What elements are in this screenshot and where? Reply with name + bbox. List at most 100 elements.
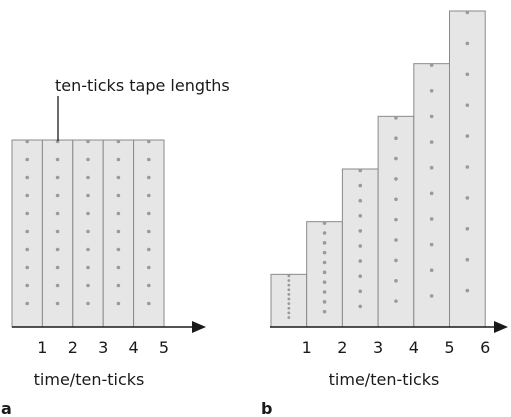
tape-dot <box>465 288 470 293</box>
tape-dot <box>25 265 30 270</box>
tape-dot <box>465 72 470 77</box>
tape-dot <box>55 211 60 216</box>
tape-dot <box>116 175 121 180</box>
tape-dot <box>287 283 291 287</box>
tape-dot <box>287 306 291 310</box>
tape-dot <box>429 114 434 119</box>
tape-bar-a-3 <box>72 139 104 328</box>
tape-dot <box>394 177 398 181</box>
tape-dot <box>322 241 327 245</box>
tape-dot <box>465 227 470 231</box>
tick-label-a-3: 3 <box>98 338 108 357</box>
tape-dot <box>465 165 470 169</box>
tape-bar-a-5 <box>133 139 165 328</box>
tape-dot <box>55 283 60 288</box>
tape-dot <box>358 198 363 203</box>
tape-dot <box>55 157 60 162</box>
tape-dot <box>25 193 30 198</box>
tape-dot <box>394 136 398 140</box>
tape-dot <box>116 139 121 144</box>
panel-a-chart: 1 2 3 4 5 time/ten-ticks a ten-ticks tape le… <box>1 76 230 417</box>
tick-label-b-1: 1 <box>302 338 312 357</box>
tape-dot <box>25 247 30 252</box>
panel-b-axis-arrow <box>494 321 508 333</box>
tape-dot <box>358 289 363 294</box>
tick-label-a-1: 1 <box>37 338 47 357</box>
tape-dot <box>287 316 291 319</box>
tape-dot <box>147 193 151 198</box>
tick-label-a-2: 2 <box>68 338 78 357</box>
tape-dot <box>86 247 90 252</box>
tape-dot <box>465 103 470 107</box>
panel-b-chart: 1 2 3 4 5 6 time/ten-ticks b <box>261 10 508 417</box>
tape-dot <box>55 175 60 180</box>
tape-bar-a-4 <box>102 139 135 328</box>
tape-bar-b-6 <box>449 10 486 328</box>
tape-dot <box>116 157 121 162</box>
tape-dot <box>116 193 121 198</box>
tape-dot <box>25 211 30 216</box>
tape-dot <box>322 270 327 275</box>
tape-dot <box>287 288 291 292</box>
tape-dot <box>322 290 327 294</box>
tape-dot <box>287 292 291 296</box>
panel-b-label: b <box>261 399 272 417</box>
tape-dot <box>86 139 90 144</box>
tape-dot <box>429 242 434 247</box>
tape-dot <box>394 238 398 242</box>
panel-a-label: a <box>1 399 12 417</box>
tape-bar-b-1 <box>270 273 308 328</box>
tape-dot <box>429 268 434 273</box>
tape-dot <box>465 196 470 200</box>
tape-dot <box>394 197 398 202</box>
tape-dot <box>358 214 363 218</box>
tape-dot <box>147 265 151 270</box>
tape-dot <box>147 247 151 252</box>
tape-dot <box>25 157 30 162</box>
tape-dot <box>287 297 291 301</box>
tape-dot <box>55 247 60 252</box>
tape-bar-a-2 <box>41 139 74 328</box>
tape-dot <box>429 217 434 221</box>
tape-dot <box>116 229 121 234</box>
tape-dot <box>322 221 327 225</box>
panel-a-axis-arrow <box>192 321 206 333</box>
tape-dot <box>116 265 121 270</box>
annotation-ten-ticks-tape-lengths: ten-ticks tape lengths <box>55 76 230 95</box>
tape-dot <box>394 217 398 222</box>
tape-dot <box>429 89 434 93</box>
tape-dot <box>147 283 151 288</box>
panel-b-tapes <box>270 10 486 328</box>
tick-label-b-2: 2 <box>337 338 347 357</box>
tick-label-a-5: 5 <box>159 338 169 357</box>
tape-dot <box>429 165 434 170</box>
tape-dot <box>25 229 30 234</box>
panel-a-tapes <box>11 139 165 328</box>
tape-dot <box>55 265 60 270</box>
tape-bar-b-4 <box>377 115 415 328</box>
tape-dot <box>287 274 291 278</box>
tape-dot <box>322 280 327 284</box>
tape-dot <box>358 244 363 248</box>
panel-b-x-axis-label: time/ten-ticks <box>329 370 440 389</box>
tape-dot <box>322 300 327 304</box>
tape-bar-a-1 <box>11 139 43 328</box>
tape-dot <box>86 175 90 180</box>
tape-dot <box>287 302 291 306</box>
tape-dot <box>86 283 90 288</box>
tape-dot <box>25 283 30 288</box>
tape-dot <box>465 10 470 15</box>
tape-dot <box>322 231 327 235</box>
tape-dot <box>394 278 398 283</box>
tape-dot <box>116 283 121 288</box>
tape-dot <box>86 157 90 162</box>
tape-dot <box>358 183 363 188</box>
tape-dot <box>394 116 398 120</box>
panel-a-tick-labels: 1 2 3 4 5 <box>37 338 169 357</box>
tape-dot <box>287 311 291 315</box>
tape-dot <box>465 257 470 262</box>
tape-dot <box>465 41 470 46</box>
tape-dot <box>147 157 151 162</box>
tape-dot <box>25 139 30 144</box>
tape-dot <box>287 279 291 282</box>
